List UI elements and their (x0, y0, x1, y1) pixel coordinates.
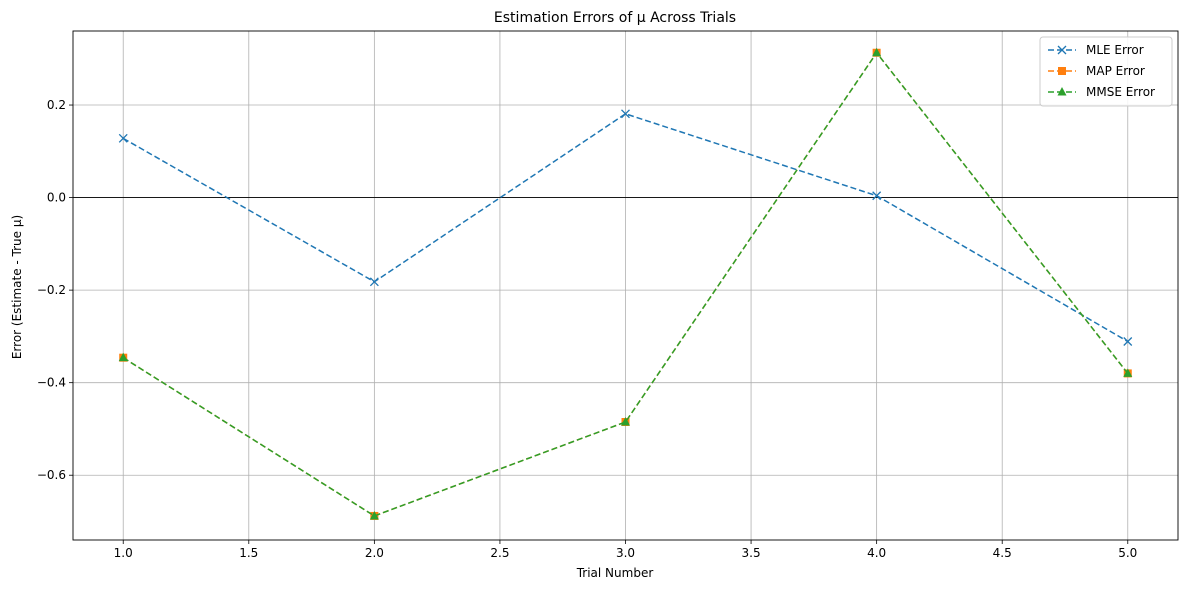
mmse-error-point (1123, 368, 1133, 377)
series-mmse-error (118, 47, 1133, 520)
legend-item-mle-error: MLE Error (1048, 43, 1144, 57)
legend: MLE Error MAP Error MMSE Error (1039, 36, 1173, 107)
x-tick-label: 5.0 (1118, 546, 1137, 560)
x-tick-label: 1.0 (114, 546, 133, 560)
mle-error-point (1123, 337, 1133, 346)
legend-item-map-error: MAP Error (1048, 64, 1145, 78)
mle-error-line (122, 113, 1129, 343)
y-tick-label: −0.6 (37, 468, 66, 482)
mle-error-point (118, 133, 128, 143)
series-mle-error (118, 109, 1133, 346)
y-tick-label: −0.2 (37, 283, 66, 297)
mmse-error-point (369, 510, 379, 520)
y-tick-label: 0.2 (47, 98, 66, 112)
legend-marker (1057, 87, 1067, 96)
x-tick-label: 4.0 (867, 546, 886, 560)
tick-labels: 1.0 1.5 2.0 2.5 3.0 3.5 4.0 4.5 5.0 −0.6 −0.4 −0.2 0… (37, 98, 1137, 560)
legend-label: MMSE Error (1086, 85, 1155, 99)
mle-error-point (369, 277, 379, 287)
x-tick-label: 2.0 (365, 546, 384, 560)
mmse-error-point (872, 47, 882, 57)
chart-title: Estimation Errors of μ Across Trials (494, 10, 736, 26)
mmse-error-point (118, 352, 128, 362)
x-tick-label: 4.5 (993, 546, 1012, 560)
legend-label: MLE Error (1086, 43, 1144, 57)
legend-marker (1057, 45, 1067, 55)
mmse-error-point (621, 417, 630, 426)
mmse-error-line (122, 51, 1129, 517)
x-tick-label: 3.5 (742, 546, 761, 560)
x-tick-label: 1.5 (239, 546, 258, 560)
mle-error-point (621, 109, 630, 119)
legend-box (1039, 36, 1173, 107)
series-group (118, 47, 1133, 520)
y-tick-label: −0.4 (37, 376, 66, 390)
x-tick-label: 3.0 (616, 546, 635, 560)
legend-label: MAP Error (1086, 64, 1145, 78)
mle-error-point (872, 191, 882, 201)
y-axis-label: Error (Estimate - True μ) (10, 215, 24, 359)
y-tick-label: 0.0 (47, 191, 66, 205)
legend-marker (1058, 67, 1066, 75)
x-tick-label: 2.5 (490, 546, 509, 560)
grid-lines (73, 31, 1178, 540)
x-axis-label: Trial Number (576, 566, 654, 580)
legend-item-mmse-error: MMSE Error (1048, 85, 1155, 99)
